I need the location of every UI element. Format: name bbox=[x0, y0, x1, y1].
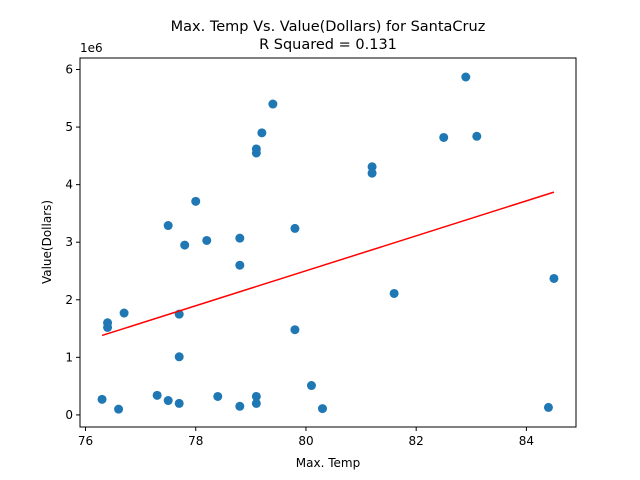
data-point-28 bbox=[367, 162, 377, 172]
x-tick-label-78: 78 bbox=[188, 434, 203, 448]
data-point-19 bbox=[251, 398, 261, 408]
data-point-26 bbox=[306, 381, 316, 391]
x-axis: 76 78 80 82 84 bbox=[78, 427, 534, 448]
data-point-35 bbox=[549, 273, 559, 283]
data-point-4 bbox=[119, 308, 129, 318]
data-point-24 bbox=[290, 223, 300, 233]
data-point-33 bbox=[472, 131, 482, 141]
data-point-5 bbox=[152, 390, 162, 400]
data-point-14 bbox=[213, 391, 223, 401]
data-point-32 bbox=[461, 72, 471, 82]
data-point-12 bbox=[191, 196, 201, 206]
data-point-3 bbox=[114, 404, 124, 414]
data-point-11 bbox=[180, 240, 190, 250]
y-tick-label-1: 1 bbox=[65, 350, 73, 364]
x-tick-label-80: 80 bbox=[298, 434, 313, 448]
y-offset-label: 1e6 bbox=[80, 41, 103, 55]
y-tick-label-4: 4 bbox=[65, 178, 73, 192]
data-point-9 bbox=[174, 352, 184, 362]
data-point-7 bbox=[163, 221, 173, 231]
data-point-34 bbox=[543, 402, 553, 412]
data-point-30 bbox=[389, 288, 399, 298]
data-point-0 bbox=[97, 394, 107, 404]
y-tick-label-3: 3 bbox=[65, 235, 73, 249]
chart-title-line2: R Squared = 0.131 bbox=[259, 37, 397, 53]
regression-line bbox=[101, 191, 555, 337]
data-point-15 bbox=[235, 401, 245, 411]
data-point-23 bbox=[268, 99, 278, 109]
y-axis-label: Value(Dollars) bbox=[40, 200, 54, 284]
data-point-25 bbox=[290, 325, 300, 335]
data-point-17 bbox=[235, 233, 245, 243]
x-tick-label-82: 82 bbox=[409, 434, 424, 448]
x-axis-label: Max. Temp bbox=[296, 456, 360, 470]
data-point-27 bbox=[317, 404, 327, 414]
y-tick-label-0: 0 bbox=[65, 408, 73, 422]
y-tick-label-5: 5 bbox=[65, 120, 73, 134]
data-point-21 bbox=[251, 144, 261, 154]
data-point-16 bbox=[235, 260, 245, 270]
plot-area bbox=[97, 72, 559, 414]
data-point-2 bbox=[103, 322, 113, 332]
data-point-31 bbox=[439, 132, 449, 142]
data-point-8 bbox=[174, 398, 184, 408]
data-point-29 bbox=[367, 168, 377, 178]
x-tick-label-84: 84 bbox=[519, 434, 534, 448]
data-point-13 bbox=[202, 235, 212, 245]
data-point-6 bbox=[163, 396, 173, 406]
x-tick-label-76: 76 bbox=[78, 434, 93, 448]
data-point-18 bbox=[251, 391, 261, 401]
data-point-22 bbox=[257, 128, 267, 138]
y-tick-label-2: 2 bbox=[65, 293, 73, 307]
chart-title-line1: Max. Temp Vs. Value(Dollars) for SantaCr… bbox=[171, 19, 486, 35]
y-axis: 0 1 2 3 4 5 6 bbox=[65, 63, 80, 422]
y-tick-label-6: 6 bbox=[65, 63, 73, 77]
